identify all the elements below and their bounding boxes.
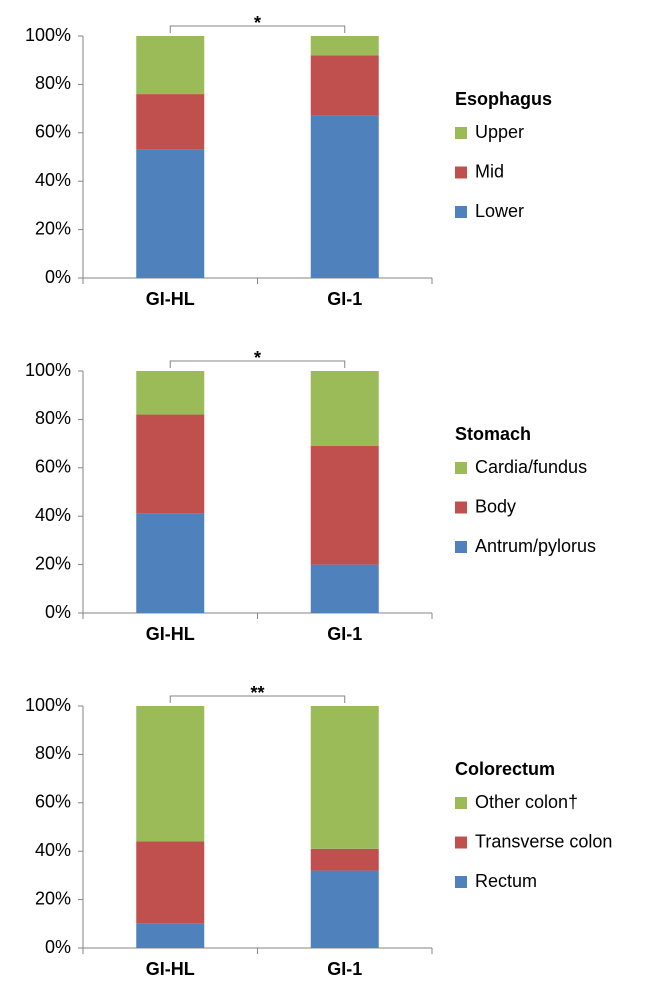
y-tick-label: 100% (25, 25, 71, 45)
bar-segment (310, 870, 379, 948)
y-tick-label: 80% (35, 408, 71, 428)
y-tick-label: 60% (35, 457, 71, 477)
y-tick-label: 100% (25, 695, 71, 715)
legend-swatch (455, 206, 467, 218)
bar-segment (310, 564, 379, 613)
legend-label: Rectum (475, 871, 537, 891)
y-tick-label: 20% (35, 553, 71, 573)
y-tick-label: 0% (45, 937, 71, 957)
y-tick-label: 80% (35, 743, 71, 763)
bar-segment (310, 36, 379, 56)
significance-bracket (169, 695, 346, 703)
legend-label: Cardia/fundus (475, 457, 587, 477)
x-tick-label: GI-1 (327, 289, 362, 309)
bar-segment (136, 706, 205, 842)
significance-annotation: * (254, 13, 261, 33)
legend-label: Antrum/pylorus (475, 536, 596, 556)
y-tick-label: 0% (45, 267, 71, 287)
x-tick-label: GI-1 (327, 624, 362, 644)
legend-swatch (455, 541, 467, 553)
legend-label: Transverse colon (475, 831, 612, 851)
y-tick-label: 20% (35, 888, 71, 908)
legend-label: Body (475, 496, 516, 516)
x-tick-label: GI-HL (146, 624, 195, 644)
x-tick-label: GI-1 (327, 959, 362, 979)
bar-segment (310, 446, 379, 565)
bar-segment (136, 513, 205, 613)
legend-swatch (455, 127, 467, 139)
legend-swatch (455, 501, 467, 514)
legend-title: Colorectum (455, 759, 555, 779)
significance-annotation: ** (250, 683, 264, 703)
legend-title: Esophagus (455, 89, 552, 109)
legend-swatch (455, 166, 467, 179)
y-tick-label: 40% (35, 505, 71, 525)
bar-segment (310, 371, 379, 447)
legend-swatch (455, 797, 467, 809)
bar-segment (136, 94, 205, 150)
bar-segment (310, 848, 379, 871)
significance-bracket (169, 25, 346, 33)
y-tick-label: 40% (35, 170, 71, 190)
legend-label: Mid (475, 161, 504, 181)
y-tick-label: 20% (35, 218, 71, 238)
legend-title: Stomach (455, 424, 531, 444)
significance-bracket (169, 360, 346, 368)
significance-annotation: * (254, 348, 261, 368)
y-tick-label: 0% (45, 602, 71, 622)
bar-segment (136, 149, 205, 278)
bar-segment (310, 115, 379, 278)
bar-segment (136, 414, 205, 514)
legend-label: Lower (475, 201, 524, 221)
y-tick-label: 60% (35, 792, 71, 812)
y-tick-label: 40% (35, 840, 71, 860)
legend-swatch (455, 876, 467, 888)
x-tick-label: GI-HL (146, 289, 195, 309)
legend-label: Upper (475, 122, 524, 142)
x-tick-label: GI-HL (146, 959, 195, 979)
legend-swatch (455, 462, 467, 474)
bar-segment (136, 923, 205, 948)
bar-segment (310, 55, 379, 116)
y-tick-label: 80% (35, 73, 71, 93)
legend-label: Other colon† (475, 792, 578, 812)
bar-segment (136, 36, 205, 95)
y-tick-label: 60% (35, 122, 71, 142)
bar-segment (136, 371, 205, 415)
bar-segment (136, 841, 205, 924)
y-tick-label: 100% (25, 360, 71, 380)
legend-swatch (455, 836, 467, 849)
bar-segment (310, 706, 379, 849)
